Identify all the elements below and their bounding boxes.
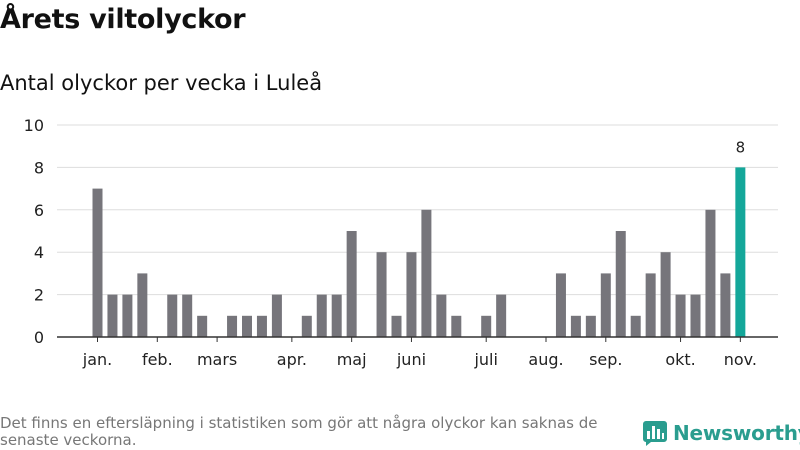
bar [406, 252, 417, 337]
highlighted-bar [735, 167, 746, 337]
y-tick-label: 4 [34, 243, 44, 262]
x-tick-label: maj [337, 350, 367, 369]
bar [690, 294, 701, 337]
newsworthy-logo: Newsworthy [643, 420, 800, 446]
x-tick-label: sep. [589, 350, 622, 369]
bar [451, 315, 462, 337]
bar [331, 294, 342, 337]
y-tick-label: 0 [34, 328, 44, 347]
y-tick-label: 6 [34, 201, 44, 220]
bar [227, 315, 238, 337]
bar [481, 315, 492, 337]
bar [496, 294, 507, 337]
bar [436, 294, 447, 337]
bar [137, 273, 148, 337]
bar-chart: 0 2 4 6 8 10 8 jan. feb. mars apr. maj juni juli aug. s… [24, 116, 778, 369]
bar [585, 315, 596, 337]
bar [660, 252, 671, 337]
bar [316, 294, 327, 337]
bar-chart-logo-icon [643, 421, 667, 446]
bar [197, 315, 208, 337]
bar [92, 188, 103, 337]
bar [720, 273, 731, 337]
x-tick-label: okt. [665, 350, 695, 369]
bar [301, 315, 312, 337]
bar [107, 294, 118, 337]
bar [705, 209, 716, 337]
bar [391, 315, 402, 337]
bar [421, 209, 432, 337]
x-tick-label: aug. [528, 350, 563, 369]
bar [122, 294, 133, 337]
bar [570, 315, 581, 337]
bar [630, 315, 641, 337]
bar [256, 315, 267, 337]
x-tick-label: apr. [277, 350, 307, 369]
x-tick-label: feb. [142, 350, 173, 369]
bar [182, 294, 193, 337]
x-tick-label: juli [473, 350, 497, 369]
bar [271, 294, 282, 337]
chart-subtitle: Antal olyckor per vecka i Luleå [0, 71, 323, 95]
bar [600, 273, 611, 337]
footnote: Det finns en eftersläpning i statistiken… [0, 414, 598, 449]
bar [346, 231, 357, 337]
bar [615, 231, 626, 337]
bar [555, 273, 566, 337]
bar [645, 273, 656, 337]
x-tick-label: juni [396, 350, 426, 369]
bar [167, 294, 178, 337]
bar [376, 252, 387, 337]
logo-text: Newsworthy [673, 421, 800, 445]
y-tick-label: 8 [34, 158, 44, 177]
page-title: Årets viltolyckor [0, 4, 246, 35]
data-label: 8 [736, 138, 746, 156]
bar [242, 315, 252, 337]
x-tick-label: nov. [724, 350, 757, 369]
y-tick-label: 10 [24, 116, 44, 135]
x-tick-label: mars [197, 350, 237, 369]
y-tick-label: 2 [34, 286, 44, 305]
x-tick-label: jan. [82, 350, 112, 369]
bar [675, 294, 686, 337]
